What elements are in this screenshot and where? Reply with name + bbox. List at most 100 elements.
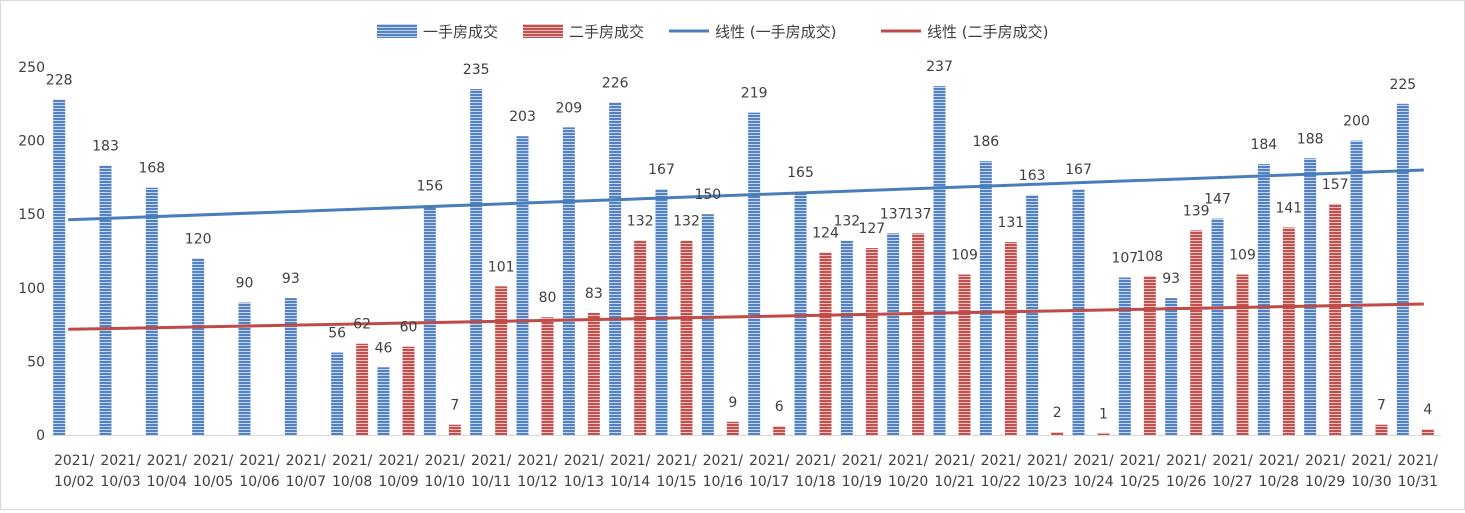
bar-first-hand	[145, 187, 158, 435]
y-tick-label: 50	[27, 354, 45, 370]
bar-first-hand	[99, 165, 112, 435]
x-tick-label: 2021/10/13	[564, 453, 605, 490]
x-tick-label: 2021/10/18	[795, 453, 836, 490]
data-label-first-hand: 137	[880, 206, 907, 222]
data-label-second-hand: 7	[450, 398, 459, 414]
data-label-second-hand: 132	[627, 214, 654, 230]
x-tick-label: 2021/10/22	[981, 453, 1022, 490]
bar-first-hand	[979, 161, 992, 435]
x-tick-label: 2021/10/20	[888, 453, 929, 490]
bar-first-hand	[748, 112, 761, 435]
y-tick-label: 200	[18, 134, 45, 150]
bar-second-hand	[448, 424, 461, 435]
bar-second-hand	[1375, 424, 1388, 435]
x-tick-label: 2021/10/31	[1398, 453, 1439, 490]
legend-label: 线性 (一手房成交)	[715, 23, 836, 41]
data-label-first-hand: 219	[741, 86, 768, 102]
bar-first-hand	[1350, 140, 1363, 435]
legend-label: 一手房成交	[423, 23, 498, 41]
data-label-first-hand: 120	[185, 231, 212, 247]
bar-second-hand	[1004, 242, 1017, 435]
bar-second-hand	[1097, 433, 1110, 435]
y-tick-label: 100	[18, 281, 45, 297]
x-tick-label: 2021/10/06	[239, 453, 280, 490]
bar-second-hand	[819, 252, 832, 435]
bar-first-hand	[470, 89, 483, 435]
data-label-first-hand: 93	[1162, 271, 1180, 287]
x-tick-label: 2021/10/25	[1120, 453, 1161, 490]
bar-second-hand	[1421, 429, 1434, 435]
bar-second-hand	[634, 240, 647, 435]
bar-second-hand	[587, 312, 600, 435]
x-tick-label: 2021/10/24	[1073, 453, 1114, 490]
data-label-first-hand: 165	[787, 165, 814, 181]
data-label-first-hand: 225	[1389, 77, 1416, 93]
data-label-second-hand: 141	[1275, 200, 1302, 216]
x-tick-label: 2021/10/10	[425, 453, 466, 490]
y-tick-label: 250	[18, 60, 45, 76]
bar-first-hand	[1211, 218, 1224, 435]
data-label-first-hand: 237	[926, 59, 953, 75]
data-label-first-hand: 147	[1204, 192, 1231, 208]
data-label-first-hand: 228	[46, 72, 73, 88]
data-label-first-hand: 168	[138, 161, 165, 177]
data-label-first-hand: 183	[92, 139, 119, 155]
data-label-first-hand: 90	[236, 276, 254, 292]
data-label-second-hand: 60	[400, 320, 418, 336]
x-tick-label: 2021/10/27	[1212, 453, 1253, 490]
data-label-second-hand: 131	[997, 215, 1024, 231]
x-tick-label: 2021/10/04	[147, 453, 188, 490]
bar-second-hand	[773, 426, 786, 435]
bar-second-hand	[541, 317, 554, 435]
x-tick-label: 2021/10/08	[332, 453, 373, 490]
x-tick-label: 2021/10/23	[1027, 453, 1068, 490]
trendline-first-hand	[68, 168, 1424, 222]
bar-first-hand	[1026, 195, 1039, 435]
data-label-first-hand: 226	[602, 75, 629, 91]
bar-first-hand	[1396, 103, 1409, 436]
data-label-second-hand: 139	[1183, 203, 1210, 219]
bar-first-hand	[840, 240, 853, 435]
data-label-first-hand: 93	[282, 271, 300, 287]
bar-first-hand	[53, 99, 66, 435]
data-label-second-hand: 9	[728, 395, 737, 411]
y-tick-label: 150	[18, 207, 45, 223]
data-label-second-hand: 127	[858, 221, 885, 237]
bar-first-hand	[377, 367, 390, 435]
bar-second-hand	[958, 274, 971, 435]
bar-second-hand	[1236, 274, 1249, 435]
bar-first-hand	[1072, 189, 1085, 435]
bar-first-hand	[192, 258, 205, 435]
legend-item-trend-second-hand: 线性 (二手房成交)	[881, 23, 1048, 41]
trendlines	[68, 168, 1424, 331]
data-label-second-hand: 137	[905, 206, 932, 222]
data-label-second-hand: 108	[1136, 249, 1163, 265]
y-tick-label: 0	[36, 428, 45, 444]
data-label-second-hand: 1	[1099, 407, 1108, 423]
data-label-second-hand: 124	[812, 225, 839, 241]
x-tick-label: 2021/10/28	[1259, 453, 1300, 490]
data-label-first-hand: 107	[1111, 250, 1138, 266]
legend-item-first-hand: 一手房成交	[377, 23, 498, 41]
x-axis: 2021/10/022021/10/032021/10/042021/10/05…	[51, 435, 1441, 490]
x-tick-label: 2021/10/11	[471, 453, 512, 490]
data-label-second-hand: 83	[585, 286, 603, 302]
x-tick-label: 2021/10/02	[54, 453, 95, 490]
data-label-first-hand: 167	[648, 162, 675, 178]
bar-second-hand	[356, 343, 369, 435]
bar-first-hand	[1165, 298, 1178, 435]
data-label-first-hand: 163	[1019, 168, 1046, 184]
data-label-first-hand: 186	[972, 134, 999, 150]
x-tick-label: 2021/10/09	[378, 453, 419, 490]
bar-first-hand	[423, 205, 436, 435]
data-label-second-hand: 109	[951, 248, 978, 264]
data-label-first-hand: 46	[375, 340, 393, 356]
legend-item-second-hand: 二手房成交	[523, 23, 644, 41]
data-label-first-hand: 156	[416, 178, 443, 194]
data-label-second-hand: 2	[1053, 405, 1062, 421]
x-tick-label: 2021/10/05	[193, 453, 234, 490]
bar-second-hand	[1190, 230, 1203, 435]
data-label-first-hand: 56	[328, 326, 346, 342]
bar-first-hand	[284, 298, 297, 435]
bar-first-hand	[562, 127, 575, 436]
